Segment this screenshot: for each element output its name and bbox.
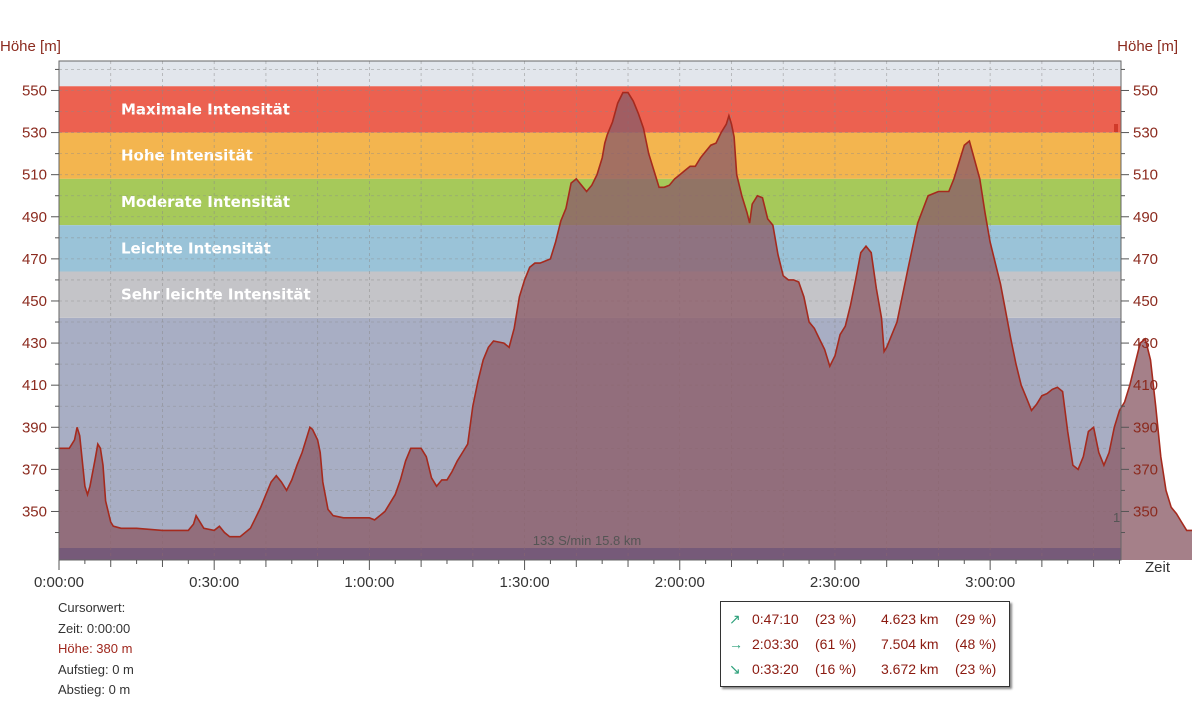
cursor-ascent: Aufstieg: 0 m (58, 661, 134, 677)
x-axis-label: Zeit (1145, 559, 1171, 576)
x-tick-label: 2:00:00 (655, 574, 705, 591)
cursor-descent: Abstieg: 0 m (58, 682, 131, 697)
plot-frame (58, 60, 1122, 561)
cursor-title: Cursorwert: (58, 600, 126, 615)
y-tick-label-left: 350 (22, 503, 47, 520)
zone-label: Maximale Intensität (121, 100, 290, 118)
plot-top-background (59, 61, 1121, 87)
x-tick-label: 0:30:00 (189, 574, 239, 591)
y-tick-label-right: 510 (1133, 167, 1158, 184)
stats-row-descent: ↘ 0:33:20 (16 %) 3.672 km (23 %) (721, 661, 1009, 681)
y-axis-label-left: Höhe [m] (0, 38, 61, 55)
bottom-bar-label: 133 S/min 15.8 km (533, 533, 641, 548)
y-tick-label-right: 490 (1133, 209, 1158, 226)
arrow-down-right-icon: ↘ (729, 661, 741, 677)
elevation-area (59, 91, 1192, 560)
axes: 350 350 370 370 390 390 410 410 430 430 450 450 470 4… (22, 60, 1158, 591)
cursor-value-panel: Cursorwert: Zeit: 0:00:00 Höhe: 380 m Au… (58, 598, 134, 701)
x-tick-label: 0:00:00 (34, 574, 84, 591)
right-marker (1114, 124, 1118, 132)
zone-label: Sehr leichte Intensität (121, 286, 311, 304)
y-tick-label-right: 430 (1133, 335, 1158, 352)
stat-distance: 3.672 km (881, 661, 939, 677)
stat-time-pct: (23 %) (815, 611, 857, 627)
y-tick-label-left: 450 (22, 293, 47, 310)
stat-distance-pct: (29 %) (955, 611, 997, 627)
y-tick-label-right: 350 (1133, 503, 1158, 520)
y-tick-label-left: 550 (22, 82, 47, 99)
arrow-up-right-icon: ↗ (729, 611, 741, 627)
y-tick-label-right: 370 (1133, 461, 1158, 478)
stat-time-pct: (61 %) (815, 636, 857, 652)
zone-label: Moderate Intensität (121, 193, 290, 211)
stat-distance: 7.504 km (881, 636, 939, 652)
stat-distance-pct: (23 %) (955, 661, 997, 677)
x-tick-label: 3:00:00 (965, 574, 1015, 591)
zone-band (59, 132, 1121, 179)
right-marker-label: 1 (1113, 510, 1120, 525)
stats-row-ascent: ↗ 0:47:10 (23 %) 4.623 km (29 %) (721, 611, 1009, 631)
y-tick-label-right: 530 (1133, 125, 1158, 142)
stat-time: 2:03:30 (752, 636, 799, 652)
y-tick-label-left: 470 (22, 251, 47, 268)
y-axis-label-right: Höhe [m] (1117, 38, 1178, 55)
zone-band (59, 86, 1121, 133)
stat-time: 0:33:20 (752, 661, 799, 677)
stat-distance: 4.623 km (881, 611, 939, 627)
y-tick-label-right: 450 (1133, 293, 1158, 310)
stats-row-flat: → 2:03:30 (61 %) 7.504 km (48 %) (721, 636, 1009, 656)
y-tick-label-left: 370 (22, 461, 47, 478)
stat-time: 0:47:10 (752, 611, 799, 627)
x-tick-label: 2:30:00 (810, 574, 860, 591)
cursor-time: Zeit: 0:00:00 (58, 620, 131, 636)
y-tick-label-left: 410 (22, 377, 47, 394)
arrow-right-icon: → (729, 636, 743, 652)
cursor-elevation: Höhe: 380 m (58, 641, 133, 656)
y-tick-label-left: 430 (22, 335, 47, 352)
elevation-fill (59, 92, 1192, 560)
y-tick-label-left: 530 (22, 125, 47, 142)
segment-stats-box: ↗ 0:47:10 (23 %) 4.623 km (29 %) → 2:03:… (720, 601, 1010, 687)
elevation-line (59, 91, 1192, 538)
stat-time-pct: (16 %) (815, 661, 857, 677)
y-tick-label-left: 510 (22, 167, 47, 184)
stat-distance-pct: (48 %) (955, 636, 997, 652)
x-tick-label: 1:00:00 (344, 574, 394, 591)
y-tick-label-right: 390 (1133, 419, 1158, 436)
y-tick-label-left: 490 (22, 209, 47, 226)
y-tick-label-right: 470 (1133, 251, 1158, 268)
x-tick-label: 1:30:00 (500, 574, 550, 591)
y-tick-label-right: 550 (1133, 82, 1158, 99)
zone-label: Hohe Intensität (121, 147, 253, 165)
y-tick-label-left: 390 (22, 419, 47, 436)
zone-label: Leichte Intensität (121, 239, 271, 257)
y-tick-label-right: 410 (1133, 377, 1158, 394)
